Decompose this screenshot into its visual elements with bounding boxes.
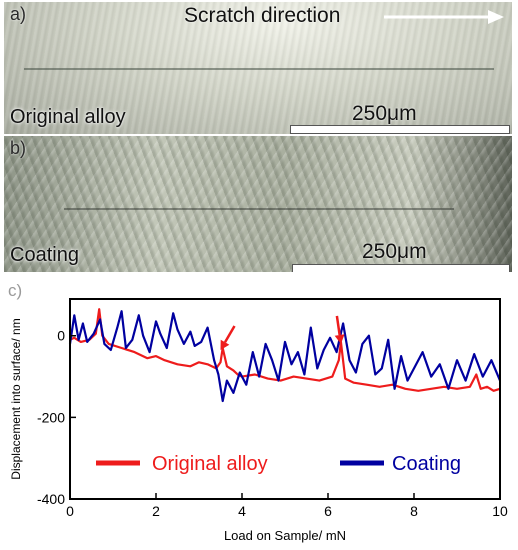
scratch-depth-chart: c) 0 2 4 6 8 10 0 -200 -400 Original alloy Coatin… (8, 281, 508, 543)
x-tick-label: 8 (410, 503, 418, 519)
scratch-track (24, 68, 494, 70)
panel-letter-b: b) (10, 138, 27, 158)
x-tick-label: 4 (238, 503, 246, 519)
y-axis-label: Displacement into surface/ nm (9, 318, 23, 479)
y-tick-label: -200 (37, 409, 65, 425)
scratch-track (64, 208, 454, 210)
scale-bar (290, 125, 510, 134)
annotation-arrow-head-icon (334, 334, 345, 344)
panel-letter-a: a) (10, 4, 27, 24)
coating-label: Coating (10, 244, 79, 266)
scratch-direction-arrow-icon (384, 10, 504, 24)
annotation-arrow-head-icon (220, 339, 230, 351)
legend-label-coating: Coating (392, 453, 461, 475)
x-tick-label: 10 (492, 503, 508, 519)
micrograph-original-alloy: a) Scratch direction Original alloy 250μ… (4, 2, 512, 134)
x-tick-label: 0 (66, 503, 74, 519)
micrograph-coating: b) Coating 250μm (4, 136, 512, 272)
annotation-arrow-shaft (223, 325, 236, 343)
x-tick-label: 2 (152, 503, 160, 519)
scale-bar (292, 264, 510, 272)
series-line-coating (68, 310, 502, 403)
plot-frame (69, 298, 501, 500)
original-alloy-label: Original alloy (10, 106, 126, 128)
x-axis-label: Load on Sample/ mN (224, 528, 346, 543)
series-line-original-alloy (69, 308, 501, 392)
annotation-arrow-shaft (335, 315, 341, 336)
legend-label-original-alloy: Original alloy (152, 453, 268, 475)
y-tick-label: -400 (37, 491, 65, 507)
x-tick-label: 6 (324, 503, 332, 519)
y-tick-label: 0 (57, 328, 65, 344)
scale-bar-label: 250μm (362, 240, 427, 263)
scale-bar-label: 250μm (352, 102, 417, 125)
panel-letter-c: c) (8, 281, 22, 300)
scratch-direction-label: Scratch direction (184, 4, 341, 27)
